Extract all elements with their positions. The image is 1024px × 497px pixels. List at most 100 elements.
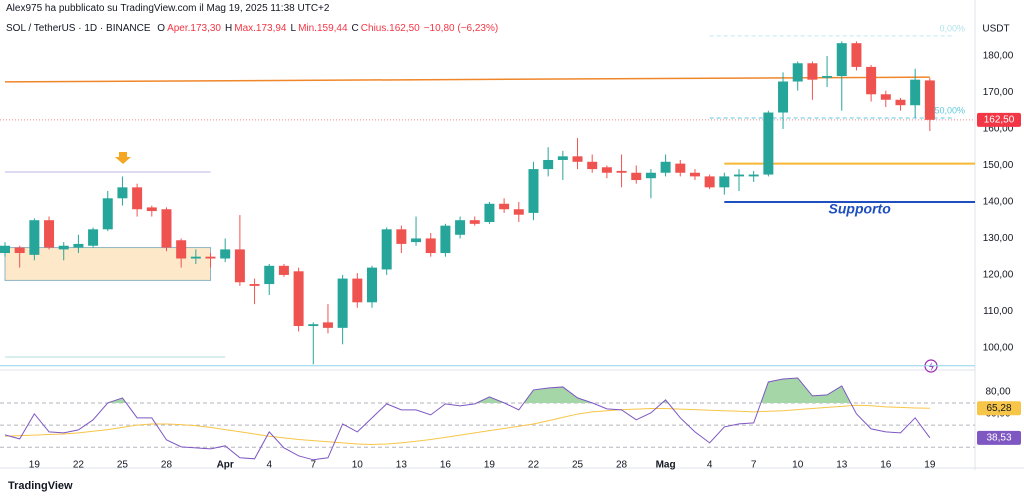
ohlc-value: Aper.173,30 <box>167 23 221 34</box>
candle-body <box>601 167 612 173</box>
rsi-tick-label: 80,00 <box>985 387 1010 398</box>
y-axis-label: USDT <box>982 24 1009 35</box>
candle-body <box>0 245 10 254</box>
candle-body <box>102 198 113 230</box>
x-tick-label: 28 <box>161 460 173 471</box>
ohlc-value: Chius.162,50 <box>360 23 420 34</box>
x-tick-label: 16 <box>880 460 892 471</box>
candle-body <box>146 207 157 212</box>
rsi-last-label: 65,28 <box>986 403 1011 414</box>
candle-body <box>337 278 348 328</box>
x-tick-label: Mag <box>656 460 676 471</box>
candle-body <box>88 229 99 246</box>
candle-body <box>689 172 700 177</box>
candle-body <box>425 238 436 254</box>
y-tick-label: 110,00 <box>983 306 1013 317</box>
candle-body <box>293 271 304 327</box>
arrow-marker <box>115 152 131 164</box>
candle-body <box>836 43 847 77</box>
x-tick-label: Apr <box>217 460 234 471</box>
change: −10,80 (−6,23%) <box>423 23 499 34</box>
candle-body <box>440 225 451 254</box>
candle-body <box>924 80 935 120</box>
level-label: Supporto <box>829 201 892 217</box>
candle-body <box>220 249 231 259</box>
rsi-line <box>4 377 931 461</box>
x-tick-label: 4 <box>266 460 272 471</box>
candle-body <box>29 220 40 255</box>
x-tick-label: 25 <box>572 460 584 471</box>
x-tick-label: 19 <box>924 460 936 471</box>
candle-body <box>367 267 377 303</box>
y-tick-label: 100,00 <box>983 343 1014 354</box>
candle-body <box>763 112 774 175</box>
candle-body <box>44 220 55 248</box>
candle-body <box>190 256 201 259</box>
y-tick-label: 120,00 <box>983 270 1014 281</box>
candle-body <box>719 176 730 188</box>
x-tick-label: 10 <box>792 460 804 471</box>
candle-body <box>396 229 407 244</box>
candle-body <box>176 240 187 259</box>
x-tick-label: 13 <box>836 460 848 471</box>
plot: 100,00110,00120,00130,00140,00150,00160,… <box>0 23 1021 471</box>
trendline <box>4 76 930 83</box>
ohlc-key: O <box>157 23 166 34</box>
candle-body <box>778 81 789 113</box>
x-tick-label: 16 <box>440 460 452 471</box>
candle-body <box>748 174 759 177</box>
x-tick-label: 4 <box>707 460 713 471</box>
rsi-badge <box>977 401 1021 416</box>
x-tick-label: 22 <box>528 460 540 471</box>
candle-body <box>528 169 539 213</box>
candle-body <box>895 99 906 106</box>
x-tick-label: 22 <box>73 460 85 471</box>
candle-body <box>205 256 216 259</box>
y-tick-label: 180,00 <box>983 51 1014 62</box>
rsi-badge <box>977 430 1021 445</box>
candle-body <box>660 161 671 173</box>
candle-body <box>484 203 495 223</box>
fib-label: 50,00% <box>934 105 965 115</box>
ohlc-value: Min.159,44 <box>298 23 348 34</box>
x-tick-label: 7 <box>751 460 757 471</box>
x-tick-label: 19 <box>484 460 496 471</box>
candle-body <box>557 156 568 160</box>
ohlc-value: Max.173,94 <box>234 23 287 34</box>
candle-body <box>675 163 686 173</box>
event-icon-bolt <box>929 362 934 371</box>
candle-body <box>543 159 554 170</box>
candle-body <box>822 76 833 78</box>
candle-body <box>734 174 744 177</box>
candle-body <box>499 203 510 210</box>
y-tick-label: 140,00 <box>983 197 1014 208</box>
candle-body <box>264 265 275 285</box>
symbol-title: SOL / TetherUS · 1D · BINANCE <box>6 23 151 34</box>
candle-body <box>455 220 466 235</box>
x-tick-label: 28 <box>616 460 628 471</box>
candle-body <box>513 209 524 215</box>
candle-body <box>645 172 656 179</box>
candle-body <box>14 247 25 254</box>
candle-body <box>132 187 143 210</box>
candle-body <box>249 284 260 286</box>
ohlc-key: L <box>290 23 297 34</box>
fib-label: 0,00% <box>939 23 965 33</box>
candle-body <box>587 161 598 170</box>
candle-body <box>866 66 877 95</box>
candle-body <box>851 43 862 67</box>
candle-body <box>234 249 245 283</box>
ohlc-key: C <box>351 23 359 34</box>
candle-body <box>807 63 818 80</box>
candle-body <box>73 243 84 248</box>
candle-body <box>58 245 69 250</box>
y-tick-label: 160,00 <box>983 124 1014 135</box>
candle-body <box>411 238 422 243</box>
publisher: Alex975 ha pubblicato su TradingView.com… <box>6 3 330 14</box>
x-tick-label: 13 <box>396 460 408 471</box>
brand: TradingView <box>8 480 73 492</box>
y-tick-label: 170,00 <box>983 87 1014 98</box>
chart: USDT 100,00 110,00 120,00 130,00 140,00 150,0… <box>0 0 1024 471</box>
x-tick-label: 25 <box>117 460 129 471</box>
